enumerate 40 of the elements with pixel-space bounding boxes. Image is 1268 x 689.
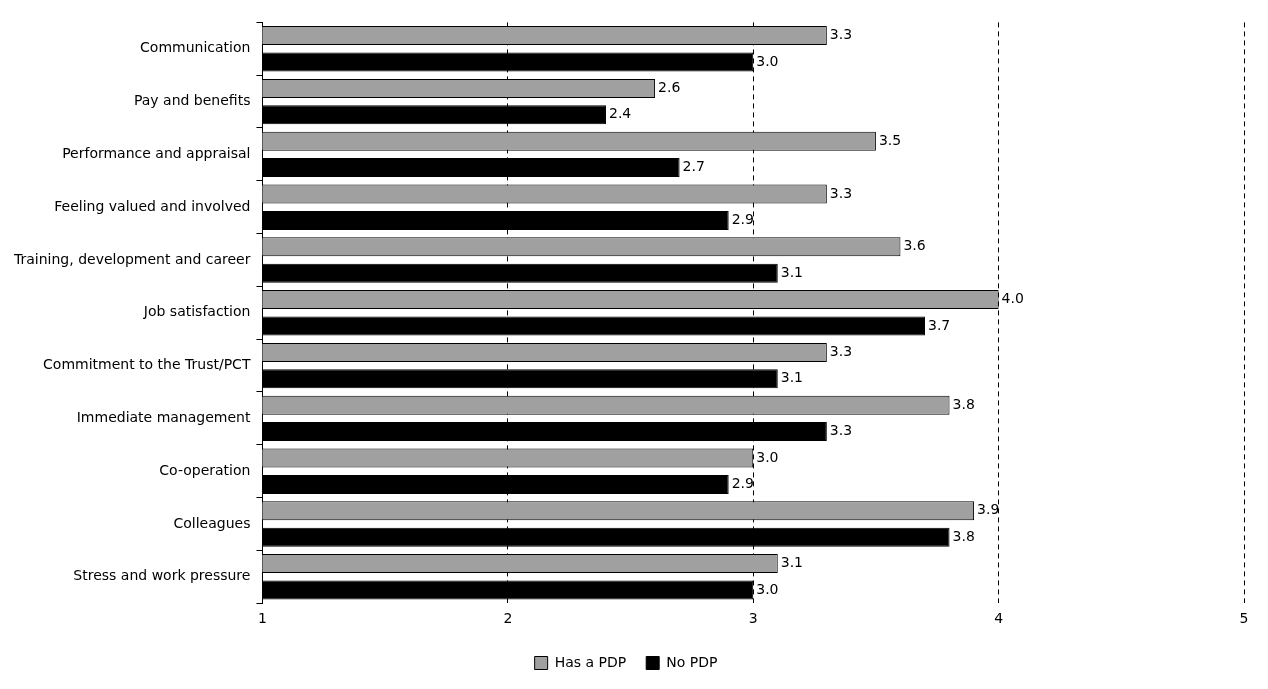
data-label: 3.8	[952, 395, 975, 412]
y-tick-label: Immediate management	[76, 409, 251, 426]
y-tick-label: Feeling valued and involved	[54, 197, 251, 214]
data-label: 3.1	[780, 263, 804, 280]
y-tick-label: Job satisfaction	[142, 303, 251, 320]
y-tick-label: Commitment to the Trust/PCT	[43, 356, 251, 373]
x-tick-label: 2	[503, 610, 513, 627]
data-label: 3.5	[878, 131, 902, 148]
x-tick-label: 3	[748, 610, 758, 627]
data-label: 3.0	[756, 580, 779, 597]
data-label: 2.9	[731, 211, 754, 228]
data-label: 3.1	[780, 369, 804, 386]
data-label: 4.0	[1001, 290, 1024, 307]
data-label: 2.4	[608, 105, 632, 122]
y-tick-label: Performance and appraisal	[62, 145, 251, 162]
y-tick-label: Colleagues	[173, 514, 251, 531]
data-label: 3.3	[829, 343, 853, 360]
data-label: 3.0	[756, 448, 779, 465]
y-tick-label: Training, development and career	[12, 250, 251, 267]
data-label: 2.7	[682, 158, 705, 175]
legend-label: Has a PDP	[554, 653, 627, 670]
x-tick-label: 4	[994, 610, 1004, 627]
y-tick-label: Co-operation	[159, 461, 251, 478]
legend-label: No PDP	[666, 653, 718, 670]
data-label: 3.6	[903, 237, 926, 254]
data-label: 3.3	[829, 422, 853, 439]
y-tick-label: Stress and work pressure	[73, 567, 251, 584]
data-label: 3.3	[829, 26, 853, 43]
y-tick-label: Pay and benefits	[133, 92, 251, 109]
data-label: 2.9	[731, 475, 754, 492]
data-label: 3.9	[977, 501, 1000, 518]
y-tick-label: Communication	[140, 39, 251, 56]
x-tick-label: 5	[1239, 610, 1249, 627]
data-label: 3.7	[927, 316, 951, 333]
data-label: 3.1	[780, 554, 804, 571]
data-label: 3.3	[829, 184, 853, 201]
data-label: 2.6	[658, 79, 681, 96]
x-tick-label: 1	[257, 610, 267, 627]
data-label: 3.8	[952, 527, 975, 544]
data-label: 3.0	[756, 52, 779, 69]
